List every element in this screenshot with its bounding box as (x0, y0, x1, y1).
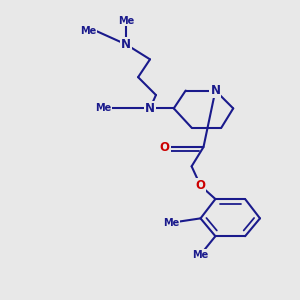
Text: O: O (196, 179, 206, 192)
Text: Me: Me (80, 26, 97, 36)
Text: N: N (210, 84, 220, 97)
Text: Me: Me (95, 103, 111, 113)
Text: N: N (121, 38, 131, 51)
Text: N: N (145, 102, 155, 115)
Text: Me: Me (192, 250, 209, 260)
Text: O: O (160, 140, 170, 154)
Text: Me: Me (118, 16, 134, 26)
Text: Me: Me (163, 218, 179, 228)
